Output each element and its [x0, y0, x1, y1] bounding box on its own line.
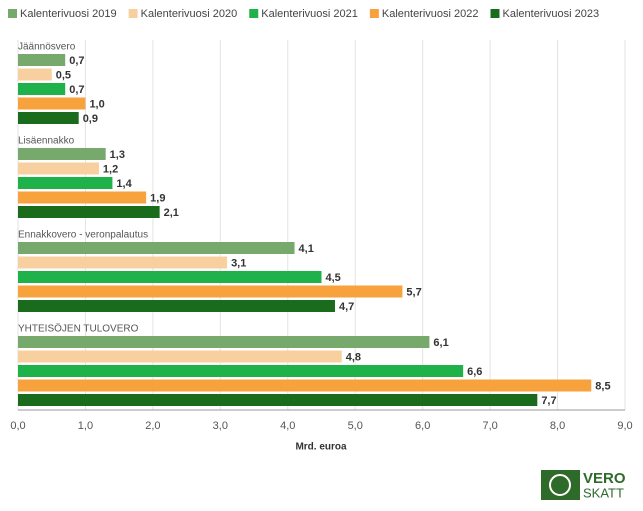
value-label: 1,2: [103, 163, 118, 175]
x-tick-label: 2,0: [145, 420, 160, 432]
bar: [18, 300, 335, 312]
category-label: Ennakkovero - veronpalautus: [18, 230, 148, 241]
value-label: 1,3: [110, 149, 125, 161]
value-label: 8,5: [595, 380, 610, 392]
legend-label: Kalenterivuosi 2021: [261, 8, 358, 20]
value-label: 1,0: [89, 98, 104, 110]
bar: [18, 54, 66, 66]
bar: [18, 148, 106, 160]
x-tick-label: 7,0: [482, 420, 497, 432]
bar: [18, 242, 295, 254]
bar: [18, 350, 342, 363]
category-label: YHTEISÖJEN TULOVERO: [18, 323, 139, 335]
x-tick-label: 4,0: [280, 420, 295, 432]
legend-label: Kalenterivuosi 2019: [20, 8, 117, 20]
bar: [18, 206, 160, 218]
value-label: 2,1: [164, 207, 179, 219]
value-label: 0,9: [83, 113, 98, 125]
bar: [18, 379, 592, 392]
x-tick-label: 5,0: [348, 420, 363, 432]
legend-swatch: [369, 9, 379, 18]
bar: [18, 191, 147, 204]
x-tick-label: 1,0: [78, 420, 93, 432]
value-label: 1,9: [150, 192, 165, 204]
category-label: Lisäennakko: [18, 136, 75, 147]
value-label: 4,1: [299, 243, 314, 255]
bar: [18, 394, 538, 406]
bar: [18, 256, 228, 269]
logo: VERO SKATT: [541, 470, 626, 500]
x-tick-label: 8,0: [550, 420, 565, 432]
bar: [18, 285, 403, 298]
x-tick-label: 0,0: [10, 420, 25, 432]
value-label: 1,4: [116, 178, 132, 190]
bar: [18, 365, 464, 377]
value-label: 6,6: [467, 366, 482, 378]
legend-swatch: [128, 9, 138, 18]
logo-text: VERO: [583, 470, 626, 487]
category-label: Jäännösvero: [18, 42, 76, 53]
legend-label: Kalenterivuosi 2023: [503, 8, 600, 20]
bar: [18, 271, 322, 283]
bar: [18, 336, 430, 348]
legend-label: Kalenterivuosi 2020: [141, 8, 238, 20]
x-tick-label: 9,0: [617, 420, 632, 432]
bar: [18, 112, 79, 124]
x-tick-label: 3,0: [213, 420, 228, 432]
logo-text: SKATT: [583, 485, 624, 500]
bar: [18, 68, 52, 81]
bar: [18, 177, 113, 189]
bar: [18, 162, 99, 175]
legend-label: Kalenterivuosi 2022: [382, 8, 479, 20]
value-label: 7,7: [541, 395, 556, 407]
legend-swatch: [8, 9, 17, 18]
x-tick-label: 6,0: [415, 420, 430, 432]
value-label: 4,8: [346, 351, 361, 363]
value-label: 0,5: [56, 69, 71, 81]
x-axis-title: Mrd. euroa: [295, 442, 347, 453]
bar: [18, 97, 86, 110]
bar: [18, 83, 66, 95]
value-label: 4,7: [339, 301, 354, 313]
legend-swatch: [249, 9, 259, 18]
value-label: 3,1: [231, 257, 246, 269]
logo-emblem: [549, 474, 571, 496]
value-label: 0,7: [69, 55, 84, 67]
value-label: 6,1: [433, 337, 448, 349]
value-label: 0,7: [69, 84, 84, 96]
legend-swatch: [490, 9, 500, 18]
value-label: 5,7: [406, 286, 421, 298]
value-label: 4,5: [326, 272, 341, 284]
